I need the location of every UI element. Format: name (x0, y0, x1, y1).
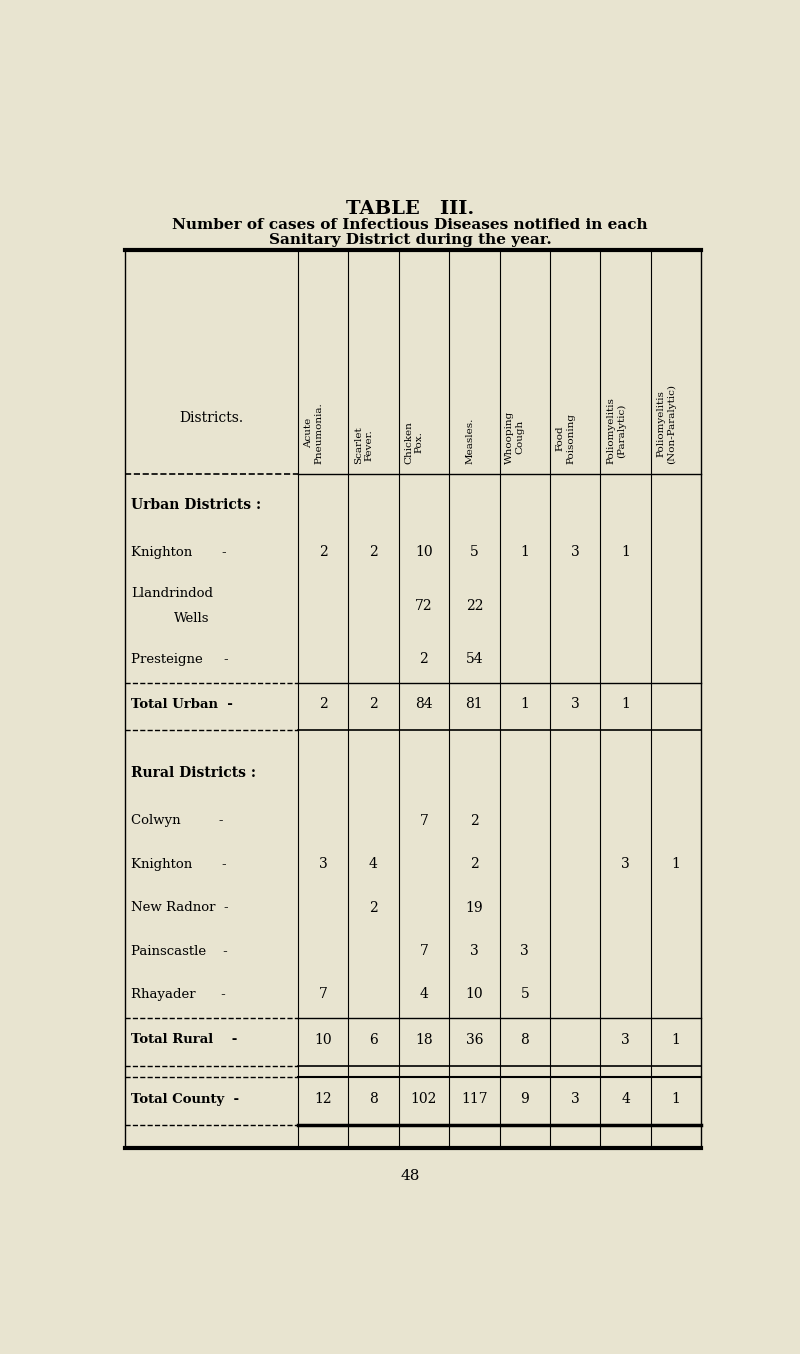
Text: 48: 48 (400, 1169, 420, 1183)
Text: 2: 2 (369, 900, 378, 915)
Text: Colwyn         -: Colwyn - (131, 814, 223, 827)
Text: 1: 1 (622, 697, 630, 711)
Text: 10: 10 (314, 1033, 332, 1047)
Text: 1: 1 (520, 546, 530, 559)
Text: 1: 1 (520, 697, 530, 711)
Text: Total County  -: Total County - (131, 1093, 239, 1106)
Text: 4: 4 (369, 857, 378, 871)
Text: Poliomyelitis
(Non-Paralytic): Poliomyelitis (Non-Paralytic) (657, 383, 676, 464)
Text: 18: 18 (415, 1033, 433, 1047)
Text: 6: 6 (369, 1033, 378, 1047)
Text: 1: 1 (672, 1033, 681, 1047)
Text: 3: 3 (318, 857, 327, 871)
Text: 117: 117 (461, 1093, 488, 1106)
Text: Total Rural    -: Total Rural - (131, 1033, 238, 1047)
Text: 7: 7 (419, 944, 428, 959)
Text: 2: 2 (419, 653, 428, 666)
Text: 3: 3 (521, 944, 529, 959)
Text: Total Urban  -: Total Urban - (131, 697, 233, 711)
Text: 3: 3 (470, 944, 478, 959)
Text: 1: 1 (672, 1093, 681, 1106)
Text: 84: 84 (415, 697, 433, 711)
Text: Whooping
Cough: Whooping Cough (506, 410, 525, 464)
Text: 10: 10 (466, 987, 483, 1002)
Text: Food
Poisoning: Food Poisoning (556, 413, 575, 464)
Text: 8: 8 (521, 1033, 529, 1047)
Text: 4: 4 (419, 987, 428, 1002)
Text: 1: 1 (622, 546, 630, 559)
Text: 8: 8 (369, 1093, 378, 1106)
Text: 36: 36 (466, 1033, 483, 1047)
Text: 2: 2 (369, 546, 378, 559)
Text: Number of cases of Infectious Diseases notified in each: Number of cases of Infectious Diseases n… (172, 218, 648, 232)
Text: 3: 3 (571, 1093, 580, 1106)
Text: Chicken
Pox.: Chicken Pox. (405, 421, 424, 464)
Text: TABLE   III.: TABLE III. (346, 200, 474, 218)
Text: Knighton       -: Knighton - (131, 857, 226, 871)
Text: 22: 22 (466, 598, 483, 613)
Text: 3: 3 (571, 546, 580, 559)
Text: 5: 5 (470, 546, 478, 559)
Text: Rural Districts :: Rural Districts : (131, 766, 256, 780)
Text: 12: 12 (314, 1093, 332, 1106)
Text: Sanitary District during the year.: Sanitary District during the year. (269, 233, 551, 246)
Text: 2: 2 (318, 697, 327, 711)
Text: 2: 2 (318, 546, 327, 559)
Text: Poliomyelitis
(Paralytic): Poliomyelitis (Paralytic) (606, 397, 626, 464)
Text: 7: 7 (318, 987, 327, 1002)
Text: Rhayader      -: Rhayader - (131, 988, 226, 1001)
Text: 7: 7 (419, 814, 428, 827)
Text: Scarlet
Fever.: Scarlet Fever. (354, 427, 374, 464)
Text: 81: 81 (466, 697, 483, 711)
Text: 3: 3 (622, 1033, 630, 1047)
Text: 1: 1 (672, 857, 681, 871)
Text: Districts.: Districts. (179, 412, 243, 425)
Text: 5: 5 (521, 987, 529, 1002)
Text: 9: 9 (521, 1093, 529, 1106)
Text: Acute
Pneumonia.: Acute Pneumonia. (304, 402, 323, 464)
Text: Knighton       -: Knighton - (131, 546, 226, 559)
Text: 10: 10 (415, 546, 433, 559)
Text: Urban Districts :: Urban Districts : (131, 498, 261, 512)
Text: Llandrindod: Llandrindod (131, 586, 213, 600)
Text: 3: 3 (571, 697, 580, 711)
Text: 3: 3 (622, 857, 630, 871)
Text: New Radnor  -: New Radnor - (131, 902, 229, 914)
Text: Measles.: Measles. (466, 417, 474, 464)
Text: Presteigne     -: Presteigne - (131, 653, 229, 666)
Text: Painscastle    -: Painscastle - (131, 945, 228, 957)
Text: 2: 2 (470, 857, 478, 871)
Text: 54: 54 (466, 653, 483, 666)
Text: 19: 19 (466, 900, 483, 915)
Text: Wells: Wells (174, 612, 210, 624)
Text: 2: 2 (470, 814, 478, 827)
Text: 2: 2 (369, 697, 378, 711)
Text: 4: 4 (622, 1093, 630, 1106)
Text: 72: 72 (415, 598, 433, 613)
Text: 102: 102 (410, 1093, 437, 1106)
